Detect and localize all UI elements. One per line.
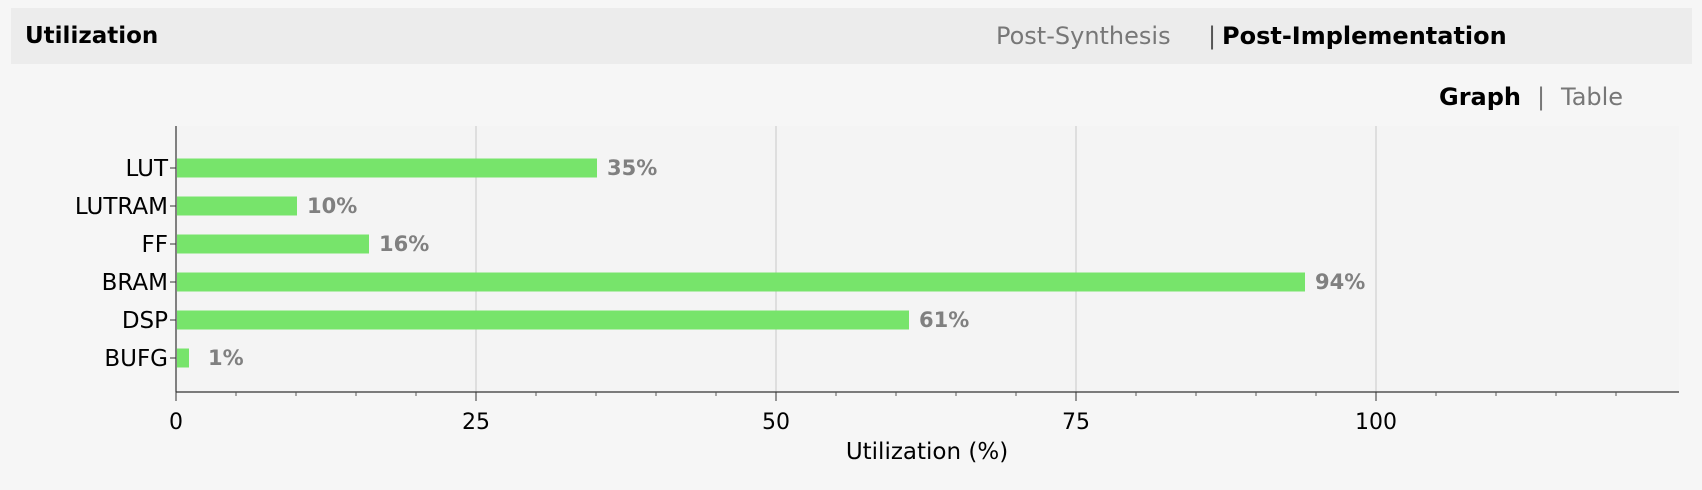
- x-minor-ticks: [235, 392, 1617, 396]
- tab-post-synthesis[interactable]: Post-Synthesis: [996, 22, 1171, 50]
- category-label: FF: [142, 232, 168, 258]
- bar-lutram[interactable]: [177, 196, 297, 216]
- bar-value-label: 61%: [919, 308, 969, 332]
- x-tick-label: 0: [169, 410, 183, 435]
- category-label: LUTRAM: [75, 194, 168, 220]
- bar-value-label: 10%: [307, 194, 357, 218]
- utilization-header: Utilization: [11, 8, 1692, 64]
- x-tick-label: 25: [462, 410, 490, 435]
- tab-table[interactable]: Table: [1561, 83, 1624, 111]
- bar-ff[interactable]: [177, 234, 369, 254]
- x-ticks: 0 25 50 75 100: [169, 392, 1397, 435]
- category-label: BRAM: [102, 270, 168, 296]
- tab-post-implementation[interactable]: Post-Implementation: [1222, 22, 1507, 50]
- bar-value-label: 16%: [379, 232, 429, 256]
- bar-dsp[interactable]: [177, 310, 909, 330]
- tab-graph[interactable]: Graph: [1439, 83, 1521, 111]
- x-tick-label: 75: [1062, 410, 1090, 435]
- bar-bufg[interactable]: [177, 348, 189, 368]
- bar-value-label: 35%: [607, 156, 657, 180]
- bar-lut[interactable]: [177, 158, 597, 178]
- tab-separator: |: [1208, 22, 1217, 50]
- x-tick-label: 50: [762, 410, 790, 435]
- bar-bram[interactable]: [177, 272, 1305, 292]
- category-label: LUT: [125, 156, 169, 182]
- x-tick-label: 100: [1355, 410, 1397, 435]
- category-label: DSP: [122, 308, 168, 334]
- bars: LUT 35% LUTRAM 10% FF 16% BRAM 94% DSP 61% BUFG 1%: [75, 156, 1365, 372]
- panel-title: Utilization: [25, 23, 159, 49]
- view-tab-separator: |: [1537, 83, 1546, 111]
- bar-value-label: 94%: [1315, 270, 1365, 294]
- x-axis-title: Utilization (%): [846, 439, 1008, 465]
- bar-value-label: 1%: [208, 346, 244, 370]
- category-label: BUFG: [104, 346, 168, 372]
